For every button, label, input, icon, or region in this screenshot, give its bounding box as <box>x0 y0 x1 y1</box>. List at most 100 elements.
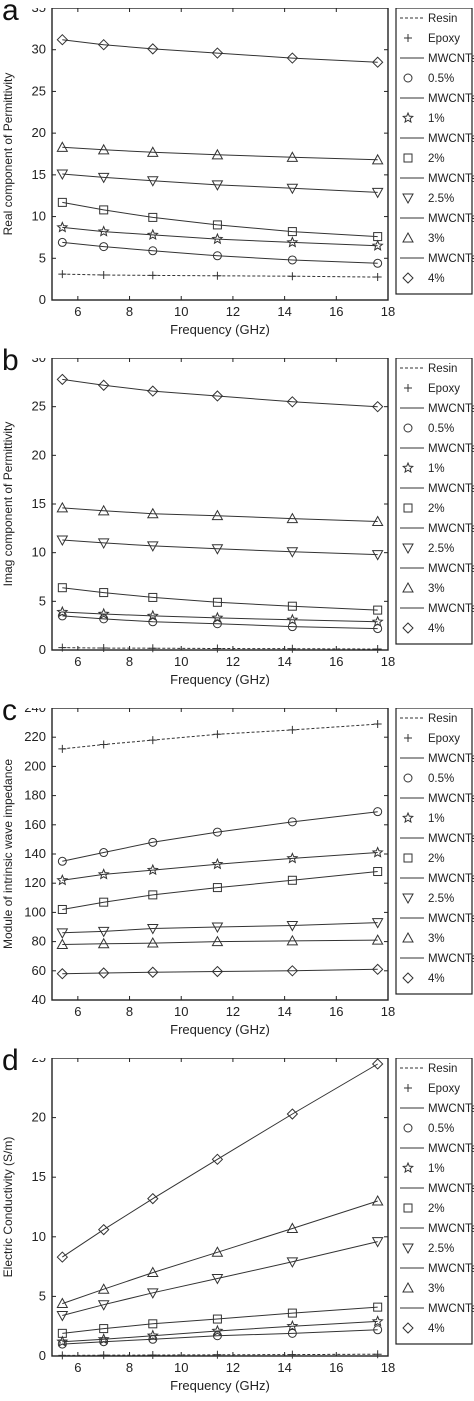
data-point <box>97 937 110 949</box>
data-point <box>56 141 69 152</box>
data-point <box>211 935 224 947</box>
legend-label: 2.5% <box>428 893 454 905</box>
chart-svg-a: 0 5 10 15 20 25 30 35 6 8 10 12 14 16 18 Frequency (GHz… <box>1 0 474 337</box>
data-point <box>97 225 110 237</box>
series-resin-epoxy <box>58 1350 382 1360</box>
y-tick-label: 15 <box>32 1169 46 1184</box>
series-mwcnts-1 <box>56 1315 384 1347</box>
data-point <box>371 187 384 199</box>
x-tick-label: 6 <box>74 654 81 669</box>
data-point <box>97 379 110 391</box>
data-point <box>211 47 224 59</box>
data-point <box>58 1351 67 1360</box>
legend-box <box>395 7 473 295</box>
y-axis-label: Imag component of Permittivity <box>1 422 15 587</box>
series-line <box>62 968 378 975</box>
data-point <box>212 597 222 607</box>
panel-label-b: b <box>2 344 19 377</box>
y-tick-label: 30 <box>32 42 46 57</box>
x-tick-label: 8 <box>126 304 133 319</box>
plot-area <box>51 357 389 651</box>
series-mwcnts-2 <box>57 867 383 914</box>
x-axis: 6 8 10 12 14 16 18 <box>74 708 395 1019</box>
data-point <box>147 1192 159 1205</box>
data-point <box>97 1300 110 1311</box>
data-point <box>287 1308 297 1318</box>
data-point <box>211 1153 224 1166</box>
y-tick-label: 0 <box>39 1348 46 1363</box>
chart-panel-c: c 40 60 80 100 120 140 160 180 200 220 240 6 8 10 12 14… <box>0 696 474 1038</box>
data-point <box>287 255 297 265</box>
series-line <box>62 852 378 881</box>
data-point <box>371 153 384 165</box>
series-mwcnts-2-5 <box>56 535 384 561</box>
y-tick-label: 25 <box>32 1058 46 1065</box>
data-point <box>288 644 297 653</box>
y-tick-label: 20 <box>32 1110 46 1125</box>
legend-label: 1% <box>428 463 445 475</box>
y-tick-label: 25 <box>32 83 46 98</box>
data-point <box>99 897 109 907</box>
data-point <box>287 601 297 611</box>
data-point <box>212 251 222 261</box>
legend-marker <box>403 853 413 863</box>
data-point <box>57 237 67 247</box>
series-mwcnts-0-5 <box>57 237 383 268</box>
data-point <box>148 890 158 900</box>
legend-marker <box>402 1322 414 1334</box>
series-line <box>62 1329 378 1345</box>
legend-label: Resin <box>428 713 457 725</box>
x-tick-label: 6 <box>74 1004 81 1019</box>
data-point <box>286 934 299 946</box>
data-point <box>97 926 110 938</box>
data-point <box>147 385 159 397</box>
legend: Resin Epoxy MWCNTs 0.5% MWCNTs 1% MWCNTs 2% MWCN… <box>395 7 474 295</box>
series-line <box>62 273 378 278</box>
data-point <box>146 228 159 241</box>
data-point <box>99 644 108 653</box>
legend-label: MWCNTs <box>428 53 474 65</box>
series-line <box>62 1063 378 1258</box>
data-point <box>99 270 108 279</box>
data-point <box>373 1350 382 1359</box>
y-tick-label: 5 <box>39 250 46 265</box>
x-axis-label: Frequency (GHz) <box>170 672 270 687</box>
legend-label: 1% <box>428 813 445 825</box>
chart-svg-d: 0 5 10 15 20 25 6 8 10 12 14 16 18 Frequency (GHz) Ele… <box>1 1050 474 1393</box>
series-resin-epoxy <box>58 643 382 654</box>
legend-label: MWCNTs <box>428 1143 474 1155</box>
data-point <box>371 515 384 527</box>
chart-panel-b: b 0 5 10 15 20 25 30 6 8 10 12 14 16 18 Frequency (GHz… <box>0 346 474 688</box>
data-point <box>97 172 110 184</box>
data-point <box>57 197 67 207</box>
data-point <box>97 504 110 516</box>
legend-label: 3% <box>428 933 445 945</box>
data-point <box>286 547 299 558</box>
series-mwcnts-3 <box>56 1195 384 1309</box>
series-mwcnts-2 <box>57 583 383 615</box>
legend-label: Epoxy <box>428 733 460 745</box>
series-line <box>62 871 378 910</box>
legend-marker <box>402 111 414 124</box>
data-point <box>211 148 224 160</box>
legend-marker <box>402 272 414 284</box>
data-point <box>148 1319 158 1329</box>
data-point <box>56 873 69 886</box>
series-line <box>62 611 378 623</box>
x-tick-label: 8 <box>126 1360 133 1375</box>
legend-label: Resin <box>428 13 457 25</box>
x-tick-label: 10 <box>174 654 188 669</box>
data-point <box>146 863 159 876</box>
data-point <box>146 923 159 935</box>
series-line <box>62 1200 378 1305</box>
legend-label: 2% <box>428 153 445 165</box>
x-tick-label: 12 <box>226 1004 240 1019</box>
series-mwcnts-3 <box>56 141 384 165</box>
legend-marker <box>404 384 412 392</box>
data-point <box>57 1328 67 1338</box>
y-tick-label: 200 <box>24 758 46 773</box>
y-axis-label: Electric Conductivity (S/m) <box>1 1137 15 1278</box>
data-point <box>99 1324 109 1334</box>
legend-marker <box>402 1281 414 1293</box>
x-tick-label: 14 <box>277 1004 291 1019</box>
